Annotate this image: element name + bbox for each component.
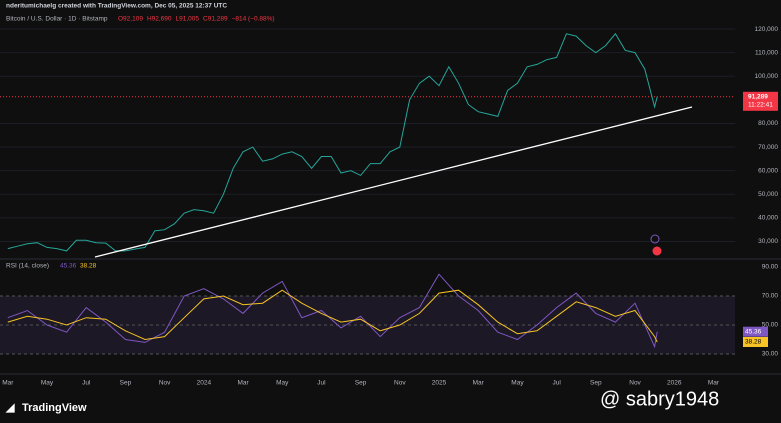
x-tick-label: 2025 — [432, 380, 447, 387]
trend-line — [94, 106, 693, 258]
series-line — [7, 273, 658, 349]
x-tick-label: Mar — [473, 380, 485, 387]
price-box — [743, 91, 778, 111]
y-tick-label: 110,000 — [755, 49, 778, 56]
x-tick-label: 2024 — [197, 380, 212, 387]
x-tick-label: Jul — [317, 380, 326, 387]
event-icon — [650, 234, 660, 244]
y-tick-label: 40,000 — [758, 215, 778, 222]
y-tick-label: 70.00 — [762, 293, 779, 300]
pane-title: RSI (14, close) — [6, 263, 49, 270]
x-tick-label: May — [276, 380, 289, 387]
y-tick-label: 60,000 — [758, 167, 778, 174]
y-tick-label: 90.00 — [762, 264, 779, 271]
x-tick-label: Nov — [629, 380, 641, 387]
y-tick-label: 30.00 — [762, 351, 779, 358]
x-tick-label: Jul — [82, 380, 91, 387]
ohlc-value: L91,005 — [176, 16, 200, 23]
x-tick-label: Mar — [708, 380, 720, 387]
symbol-legend: Bitcoin / U.S. Dollar · 1D · Bitstamp — [6, 16, 108, 23]
y-tick-label: 120,000 — [755, 26, 779, 33]
x-tick-label: May — [511, 380, 524, 387]
y-tick-label: 100,000 — [755, 73, 779, 80]
countdown: 11:22:41 — [748, 102, 773, 109]
y-tick-label: 50,000 — [758, 191, 778, 198]
last-value-box — [743, 336, 768, 347]
ohlc-value: −814 (−0.88%) — [232, 16, 275, 23]
x-tick-label: Nov — [159, 380, 171, 387]
watermark: @ sabry1948 — [600, 388, 719, 410]
last-value-box — [743, 326, 768, 337]
y-tick-label: 30,000 — [758, 238, 778, 245]
x-tick-label: May — [41, 380, 54, 387]
brand-logo: ◢ — [5, 402, 15, 414]
last-value-label: 45.36 — [745, 328, 762, 335]
ohlc-value: O92,109 — [118, 16, 143, 23]
footer — [0, 392, 781, 423]
y-tick-label: 50.00 — [762, 322, 779, 329]
y-tick-label: 80,000 — [758, 120, 778, 127]
ohlc-value: C91,289 — [203, 16, 228, 23]
ohlc-value: H92,690 — [147, 16, 172, 23]
x-tick-label: Sep — [355, 380, 367, 387]
x-tick-label: Sep — [590, 380, 602, 387]
x-tick-label: Mar — [237, 380, 249, 387]
y-tick-label: 70,000 — [758, 144, 778, 151]
price-label: 91,289 — [748, 94, 768, 101]
last-value-label: 38.28 — [745, 339, 762, 346]
x-tick-label: 2026 — [667, 380, 682, 387]
brand: TradingView — [22, 402, 87, 414]
legend-value: 38.28 — [80, 263, 97, 270]
x-tick-label: Mar — [2, 380, 14, 387]
created-note: nderitumichaelg created with TradingView… — [6, 3, 227, 10]
x-tick-label: Sep — [120, 380, 132, 387]
x-tick-label: Jul — [552, 380, 561, 387]
legend-value: 45.36 — [60, 263, 77, 270]
series-line — [7, 289, 658, 343]
event-icon — [652, 246, 662, 256]
x-tick-label: Nov — [394, 380, 406, 387]
